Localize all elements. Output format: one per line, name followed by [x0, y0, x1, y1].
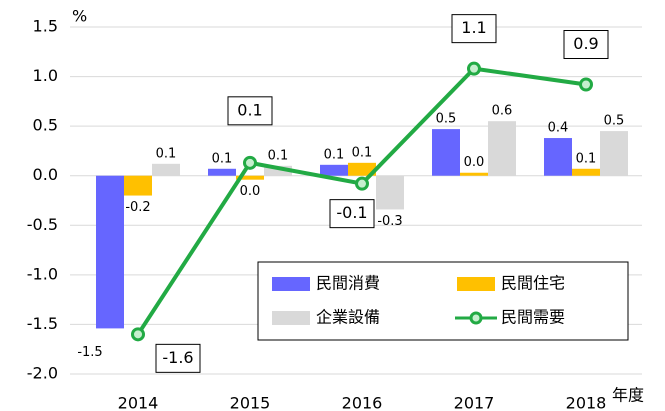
legend-swatch	[272, 277, 310, 291]
y-tick-label: -0.5	[27, 215, 58, 234]
value-label-box	[155, 343, 201, 373]
line-value-label: 0.9	[573, 34, 598, 53]
legend-label: 民間消費	[316, 274, 380, 293]
bar-value-label: -0.3	[377, 214, 402, 229]
bar	[600, 131, 628, 176]
y-tick-label: 0.0	[33, 165, 58, 184]
y-tick-label: 1.5	[33, 17, 58, 36]
x-tick-label: 2014	[118, 394, 159, 411]
value-label-box	[329, 199, 375, 229]
bar	[460, 172, 488, 176]
x-tick-label: 2015	[230, 394, 271, 411]
legend-box	[257, 261, 629, 341]
legend-swatch	[457, 277, 495, 291]
bar	[236, 175, 264, 180]
bar	[432, 129, 460, 176]
bar	[264, 165, 292, 176]
y-axis-label: %	[72, 7, 87, 26]
bar	[376, 175, 404, 210]
bar-value-label: 0.0	[464, 155, 485, 170]
value-label-box	[227, 96, 273, 126]
bar	[572, 168, 600, 176]
value-label-box	[563, 30, 609, 60]
bar-value-label: 0.5	[604, 114, 625, 129]
line-value-label: -1.6	[162, 348, 193, 367]
line-point	[579, 77, 593, 92]
legend-label: 企業設備	[316, 308, 380, 327]
bar	[152, 163, 180, 176]
bar	[320, 164, 348, 176]
legend-label: 民間住宅	[501, 274, 565, 293]
y-tick-label: -1.0	[27, 264, 58, 283]
bar-value-label: 0.1	[324, 147, 345, 162]
bar	[544, 138, 572, 176]
bar	[124, 175, 152, 196]
legend-swatch	[272, 311, 310, 325]
line-point	[131, 327, 145, 342]
bar-value-label: 0.1	[212, 151, 233, 166]
legend-marker	[469, 311, 483, 325]
bar-value-label: -0.2	[125, 200, 150, 215]
y-tick-label: -2.0	[27, 364, 58, 383]
bar-value-label: 0.5	[436, 112, 457, 127]
bar	[488, 121, 516, 176]
x-tick-label: 2016	[342, 394, 383, 411]
line-value-label: 1.1	[461, 18, 486, 37]
bar	[96, 175, 124, 329]
x-tick-label: 2017	[454, 394, 495, 411]
line-point	[355, 176, 369, 191]
value-label-box	[451, 14, 497, 44]
bar-value-label: 0.1	[576, 151, 597, 166]
bar-value-label: 0.0	[240, 184, 261, 199]
line-point	[243, 155, 257, 170]
y-tick-label: -1.5	[27, 314, 58, 333]
line-value-label: -0.1	[336, 203, 367, 222]
x-axis-label: 年度	[612, 386, 644, 405]
bar-value-label: 0.4	[548, 121, 569, 136]
bar	[208, 168, 236, 176]
bar-value-label: 0.6	[492, 104, 513, 119]
bar-value-label: -1.5	[77, 345, 102, 360]
y-tick-label: 1.0	[33, 66, 58, 85]
y-tick-label: 0.5	[33, 116, 58, 135]
bar-value-label: 0.1	[156, 146, 177, 161]
line-value-label: 0.1	[237, 100, 262, 119]
bar-value-label: 0.1	[352, 145, 373, 160]
legend-label: 民間需要	[501, 308, 565, 327]
bar-value-label: 0.1	[268, 148, 289, 163]
line-point	[467, 61, 481, 76]
bar	[348, 162, 376, 176]
x-tick-label: 2018	[566, 394, 607, 411]
